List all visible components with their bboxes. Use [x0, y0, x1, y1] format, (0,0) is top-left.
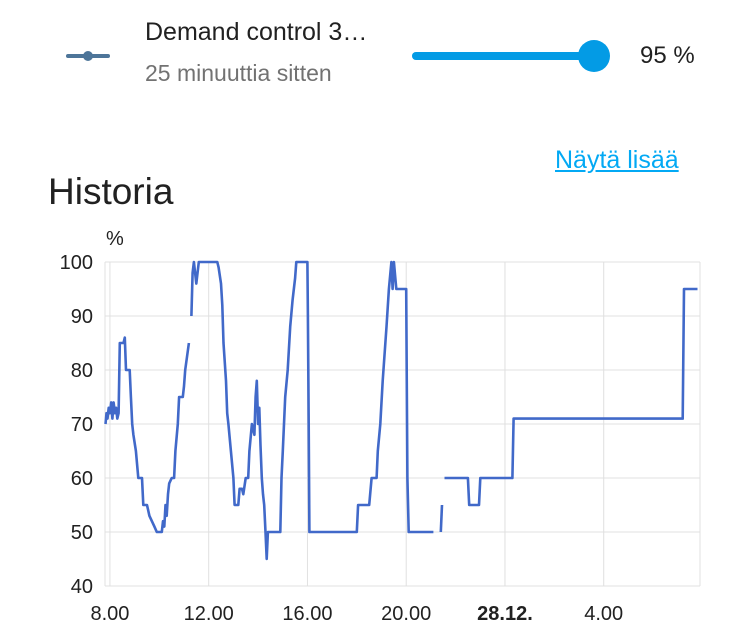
history-chart: 40 50 60 70 80 90 100 8.00 12.00 16.00 20.00 28.12…: [60, 228, 701, 625]
series-line: [104, 260, 698, 561]
entity-name[interactable]: Demand control 3…: [145, 18, 368, 46]
entity-row[interactable]: Demand control 3… 25 minuuttia sitten 95…: [0, 0, 749, 100]
chart-grid: [104, 261, 701, 587]
y-axis-ticks: 40 50 60 70 80 90 100: [60, 252, 93, 598]
y-axis-label: %: [106, 228, 124, 250]
y-tick-label: 100: [60, 252, 93, 274]
series-line-segment: [104, 336, 191, 534]
slider-value: 95 %: [640, 42, 695, 69]
last-changed-time: 25 minuuttia sitten: [145, 60, 332, 86]
line-chart-icon: [66, 51, 110, 61]
x-tick-label: 8.00: [90, 603, 129, 625]
series-line-segment: [439, 504, 444, 533]
x-axis-ticks: 8.00 12.00 16.00 20.00 28.12. 4.00: [90, 603, 623, 625]
slider-thumb[interactable]: [578, 40, 611, 72]
y-tick-label: 50: [71, 522, 93, 544]
value-slider[interactable]: [410, 38, 616, 74]
x-tick-label: 4.00: [584, 603, 623, 625]
x-tick-label: 20.00: [381, 603, 431, 625]
slider-fill: [412, 52, 595, 60]
y-tick-label: 60: [71, 468, 93, 490]
series-line-segment: [190, 260, 434, 561]
series-line-segment: [444, 287, 698, 507]
y-tick-label: 40: [71, 576, 93, 598]
y-tick-label: 90: [71, 306, 93, 328]
show-more-link[interactable]: Näytä lisää: [555, 146, 679, 174]
x-tick-label: 12.00: [184, 603, 234, 625]
y-tick-label: 80: [71, 360, 93, 382]
x-tick-label: 16.00: [282, 603, 332, 625]
y-tick-label: 70: [71, 414, 93, 436]
history-title: Historia: [48, 170, 174, 212]
x-tick-label: 28.12.: [477, 603, 533, 625]
